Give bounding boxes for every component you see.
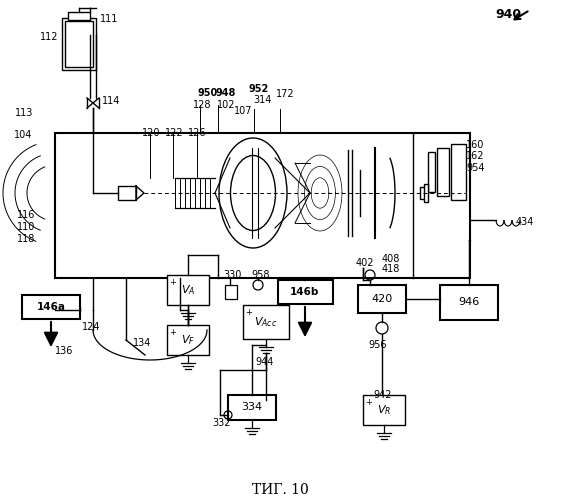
Text: 113: 113 xyxy=(15,108,33,118)
Text: +: + xyxy=(365,398,372,407)
Text: 942: 942 xyxy=(373,390,392,400)
Text: 434: 434 xyxy=(516,217,535,227)
Text: +: + xyxy=(169,328,176,337)
Text: 944: 944 xyxy=(255,357,273,367)
Text: ΤИГ. 10: ΤИГ. 10 xyxy=(252,483,309,497)
Text: 946: 946 xyxy=(458,297,480,307)
Text: 954: 954 xyxy=(466,163,485,173)
Text: 940: 940 xyxy=(495,8,521,21)
Text: 120: 120 xyxy=(142,128,160,138)
Bar xyxy=(167,275,209,305)
Bar xyxy=(228,395,276,420)
Bar xyxy=(55,133,470,278)
Text: 956: 956 xyxy=(369,340,387,350)
Text: 118: 118 xyxy=(17,234,35,244)
Bar xyxy=(358,285,406,313)
Text: 172: 172 xyxy=(276,89,295,99)
Text: 146b: 146b xyxy=(290,287,320,297)
Text: 332: 332 xyxy=(212,418,231,428)
Text: 160: 160 xyxy=(466,140,484,150)
Text: 124: 124 xyxy=(82,322,100,332)
Text: 107: 107 xyxy=(234,106,252,116)
Text: 314: 314 xyxy=(253,95,272,105)
Bar xyxy=(167,325,209,355)
Bar xyxy=(440,285,498,320)
Text: 111: 111 xyxy=(100,14,118,24)
Text: 952: 952 xyxy=(249,84,269,94)
Bar xyxy=(62,18,96,70)
Text: 418: 418 xyxy=(382,264,401,274)
Text: 110: 110 xyxy=(17,222,35,232)
Bar xyxy=(22,295,80,319)
Bar xyxy=(363,395,405,425)
Text: 114: 114 xyxy=(102,96,121,106)
Bar xyxy=(118,186,136,200)
Text: 958: 958 xyxy=(251,270,269,280)
Text: 128: 128 xyxy=(193,100,211,110)
Text: 126: 126 xyxy=(188,128,206,138)
Bar xyxy=(428,152,435,192)
Text: 146a: 146a xyxy=(36,302,66,312)
Bar xyxy=(243,305,289,339)
Text: 162: 162 xyxy=(466,151,485,161)
Bar xyxy=(424,184,428,202)
Text: 134: 134 xyxy=(133,338,151,348)
Text: 104: 104 xyxy=(14,130,33,140)
Bar xyxy=(68,12,90,20)
Text: +: + xyxy=(245,308,252,317)
Text: $V_A$: $V_A$ xyxy=(181,283,195,297)
Text: $V_R$: $V_R$ xyxy=(377,403,391,417)
Text: 102: 102 xyxy=(217,100,236,110)
Bar xyxy=(437,148,449,196)
Text: 334: 334 xyxy=(241,402,263,412)
Text: 950: 950 xyxy=(198,88,218,98)
Text: 948: 948 xyxy=(216,88,236,98)
Bar xyxy=(451,144,466,200)
Text: 408: 408 xyxy=(382,254,401,264)
Text: 420: 420 xyxy=(371,294,393,304)
Bar xyxy=(225,285,237,299)
Text: 116: 116 xyxy=(17,210,35,220)
Text: +: + xyxy=(169,278,176,287)
Text: 402: 402 xyxy=(356,258,375,268)
Bar xyxy=(65,21,93,67)
Text: 122: 122 xyxy=(165,128,183,138)
Text: 112: 112 xyxy=(40,32,58,42)
Text: $V_F$: $V_F$ xyxy=(181,333,195,347)
Bar xyxy=(278,280,333,304)
Text: 330: 330 xyxy=(223,270,241,280)
Bar xyxy=(420,187,426,199)
Text: 136: 136 xyxy=(55,346,73,356)
Text: $V_{Acc}$: $V_{Acc}$ xyxy=(254,315,278,329)
